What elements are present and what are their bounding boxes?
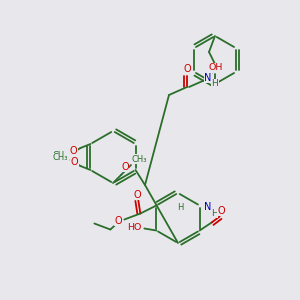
Text: O: O [134, 190, 141, 200]
Text: N: N [204, 202, 211, 212]
Text: O: O [71, 157, 78, 167]
Text: CH₃: CH₃ [53, 152, 68, 160]
Text: H: H [212, 80, 218, 88]
Text: O: O [70, 146, 77, 156]
Text: O: O [183, 64, 191, 74]
Text: O: O [121, 162, 129, 172]
Text: N: N [204, 73, 212, 83]
Text: O: O [218, 206, 226, 215]
Text: OH: OH [209, 64, 223, 73]
Text: H: H [177, 202, 183, 211]
Text: CH₃: CH₃ [53, 154, 68, 163]
Text: H: H [211, 209, 218, 218]
Text: CH₃: CH₃ [131, 154, 147, 164]
Text: O: O [115, 215, 122, 226]
Text: HO: HO [127, 223, 142, 232]
